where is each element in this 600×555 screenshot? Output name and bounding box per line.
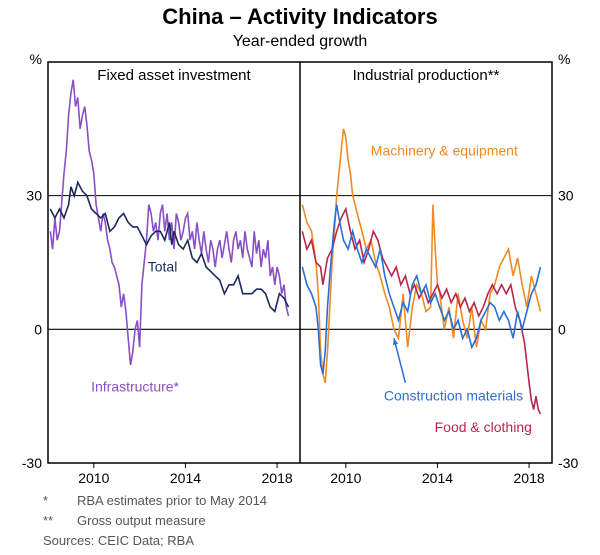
footnote2-marker: **	[43, 513, 53, 528]
label-construction: Construction materials	[384, 388, 523, 404]
footnote1-text: RBA estimates prior to May 2014	[77, 493, 267, 508]
label-total: Total	[148, 258, 178, 274]
panel-left-title: Fixed asset investment	[97, 67, 251, 84]
ylabel-left: %	[30, 51, 42, 67]
arrow-line	[394, 338, 405, 383]
ytick-left: -30	[22, 455, 42, 471]
ytick-right: 30	[558, 188, 574, 204]
sources: Sources: CEIC Data; RBA	[43, 533, 194, 548]
chart-title: China – Activity Indicators	[162, 4, 437, 29]
series-machinery	[302, 129, 540, 383]
xtick-label: 2014	[422, 470, 453, 486]
chart-svg: China – Activity Indicators Year-ended gr…	[0, 0, 600, 555]
ytick-left: 30	[26, 188, 42, 204]
ytick-left: 0	[34, 321, 42, 337]
chart-container: China – Activity Indicators Year-ended gr…	[0, 0, 600, 555]
xtick-label: 2018	[262, 470, 293, 486]
ytick-right: -30	[558, 455, 578, 471]
panel-right-title: Industrial production**	[353, 67, 500, 84]
xtick-label: 2018	[514, 470, 545, 486]
ylabel-right: %	[558, 51, 570, 67]
ytick-right: 0	[558, 321, 566, 337]
chart-subtitle: Year-ended growth	[233, 33, 368, 50]
label-infrastructure: Infrastructure*	[91, 379, 179, 395]
xtick-label: 2010	[330, 470, 361, 486]
xtick-label: 2014	[170, 470, 201, 486]
footnote2-text: Gross output measure	[77, 513, 206, 528]
label-machinery: Machinery & equipment	[371, 143, 518, 159]
label-food: Food & clothing	[435, 419, 532, 435]
xtick-label: 2010	[78, 470, 109, 486]
footnote1-marker: *	[43, 493, 48, 508]
